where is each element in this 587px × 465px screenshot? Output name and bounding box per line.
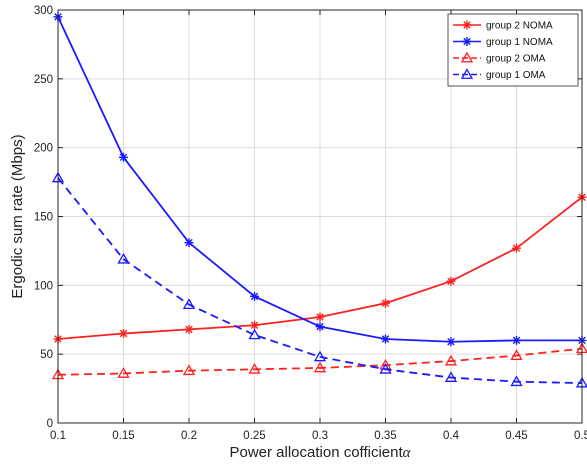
- data-point: [446, 337, 456, 347]
- data-point: [119, 329, 128, 339]
- y-tick-label: 100: [34, 280, 53, 292]
- y-tick-label: 250: [34, 74, 53, 86]
- legend-label: group 2 OMA: [486, 54, 546, 65]
- data-point: [117, 367, 130, 378]
- ticks: 0.1 0.15 0.2 0.25 0.3 0.35 0.4 0.45 0.5 0 50 100 150…: [34, 5, 587, 442]
- data-point: [313, 361, 327, 373]
- data-point: [248, 328, 261, 340]
- y-tick-label: 150: [34, 212, 53, 224]
- data-point: [313, 350, 327, 362]
- data-point: [510, 349, 523, 360]
- data-point: [315, 312, 325, 322]
- legend-label: group 1 NOMA: [486, 37, 553, 48]
- x-tick-label: 0.45: [505, 430, 527, 442]
- data-point: [446, 276, 456, 286]
- legend: group 2 NOMA group 1 NOMA group 2 OMA group…: [447, 13, 579, 87]
- x-axis-title-symbol: α: [403, 445, 412, 461]
- series-group-2-noma: [53, 192, 587, 344]
- legend-marker: [460, 51, 474, 63]
- series-line: [57, 177, 583, 384]
- x-tick-label: 0.2: [181, 430, 197, 442]
- x-tick-label: 0.35: [374, 430, 396, 442]
- data-point: [512, 243, 521, 253]
- data-point: [510, 375, 523, 387]
- data-point: [248, 362, 261, 374]
- data-point: [444, 354, 458, 366]
- y-axis-title: Ergodic sum rate (Mbps): [9, 134, 26, 298]
- series-group-1-oma: [51, 171, 587, 388]
- legend-marker: [462, 37, 472, 46]
- data-point: [381, 334, 390, 344]
- data-point: [444, 371, 458, 382]
- data-point: [119, 152, 128, 162]
- series-line: [57, 347, 583, 376]
- x-axis-title-text: Power allocation cofficient: [229, 444, 403, 461]
- data-point: [512, 335, 521, 345]
- y-tick-label: 200: [34, 143, 53, 155]
- legend-marker: [462, 20, 472, 30]
- x-axis-title: Power allocation cofficientα: [229, 444, 411, 461]
- y-tick-label: 0: [47, 418, 53, 430]
- legend-entry: group 2 OMA: [453, 51, 546, 65]
- data-point: [250, 291, 259, 301]
- data-point: [182, 298, 196, 310]
- legend-label: group 1 OMA: [486, 70, 546, 81]
- data-point: [117, 252, 130, 264]
- data-point: [184, 238, 194, 248]
- x-tick-label: 0.3: [312, 430, 328, 442]
- data-point: [250, 320, 259, 330]
- legend-marker: [460, 68, 474, 79]
- legend-entry: group 1 NOMA: [453, 37, 553, 48]
- x-tick-label: 0.4: [443, 430, 460, 442]
- data-point: [182, 364, 196, 376]
- data-point: [184, 324, 194, 334]
- data-point: [381, 298, 390, 308]
- y-tick-label: 50: [40, 349, 53, 361]
- legend-entry: group 2 NOMA: [453, 20, 553, 32]
- x-tick-label: 0.1: [50, 430, 66, 442]
- data-point: [315, 322, 325, 332]
- legend-label: group 2 NOMA: [486, 21, 553, 32]
- y-tick-label: 300: [34, 5, 53, 17]
- x-tick-label: 0.25: [243, 430, 265, 442]
- data-point: [379, 362, 392, 374]
- legend-entry: group 1 OMA: [453, 68, 546, 81]
- x-tick-label: 0.15: [112, 430, 134, 442]
- series-layer: [51, 12, 587, 388]
- x-tick-label: 0.5: [574, 430, 587, 442]
